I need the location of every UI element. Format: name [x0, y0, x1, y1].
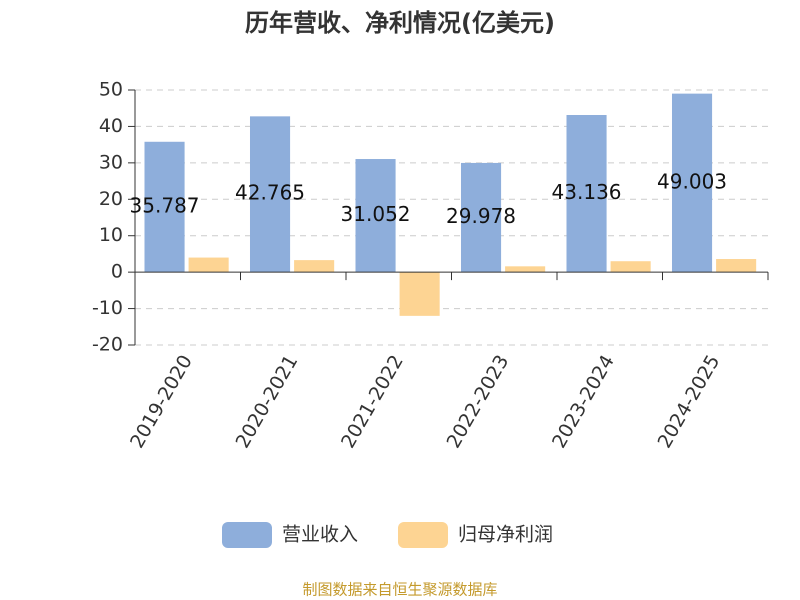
bar: [188, 257, 229, 273]
chart-title: 历年营收、净利情况(亿美元): [245, 9, 555, 37]
legend-swatch: [398, 522, 448, 548]
legend-label: 归母净利润: [458, 524, 553, 546]
y-tick-label: 20: [99, 188, 123, 210]
data-label: 35.787: [130, 193, 200, 217]
y-tick-label: 30: [99, 151, 123, 173]
bar: [294, 260, 335, 273]
bar: [566, 115, 607, 273]
x-tick-label: 2019-2020: [126, 351, 197, 452]
y-tick-label: 40: [99, 115, 123, 137]
x-tick-label: 2023-2024: [548, 351, 619, 452]
data-label: 29.978: [446, 204, 516, 228]
source-note: 制图数据来自恒生聚源数据库: [302, 581, 497, 599]
bar: [716, 259, 757, 273]
bar: [144, 141, 185, 273]
x-tick-label: 2024-2025: [654, 351, 725, 452]
data-label: 31.052: [341, 202, 411, 226]
y-tick-label: -10: [92, 297, 123, 319]
bar: [505, 266, 546, 273]
bar: [355, 159, 396, 273]
y-tick-label: -20: [92, 334, 123, 356]
y-tick-label: 10: [99, 224, 123, 246]
bar: [671, 93, 713, 273]
x-tick-label: 2022-2023: [443, 351, 514, 452]
data-label: 42.765: [235, 181, 305, 205]
legend-label: 营业收入: [282, 524, 358, 546]
bar: [249, 116, 291, 273]
bar: [610, 261, 651, 273]
y-tick-label: 0: [111, 261, 123, 283]
legend-swatch: [222, 522, 272, 548]
y-tick-label: 50: [99, 79, 123, 101]
x-tick-label: 2021-2022: [337, 351, 408, 452]
bar: [460, 162, 502, 273]
data-label: 43.136: [552, 180, 622, 204]
bar: [399, 272, 440, 316]
x-tick-label: 2020-2021: [232, 351, 303, 452]
data-label: 49.003: [657, 169, 727, 193]
